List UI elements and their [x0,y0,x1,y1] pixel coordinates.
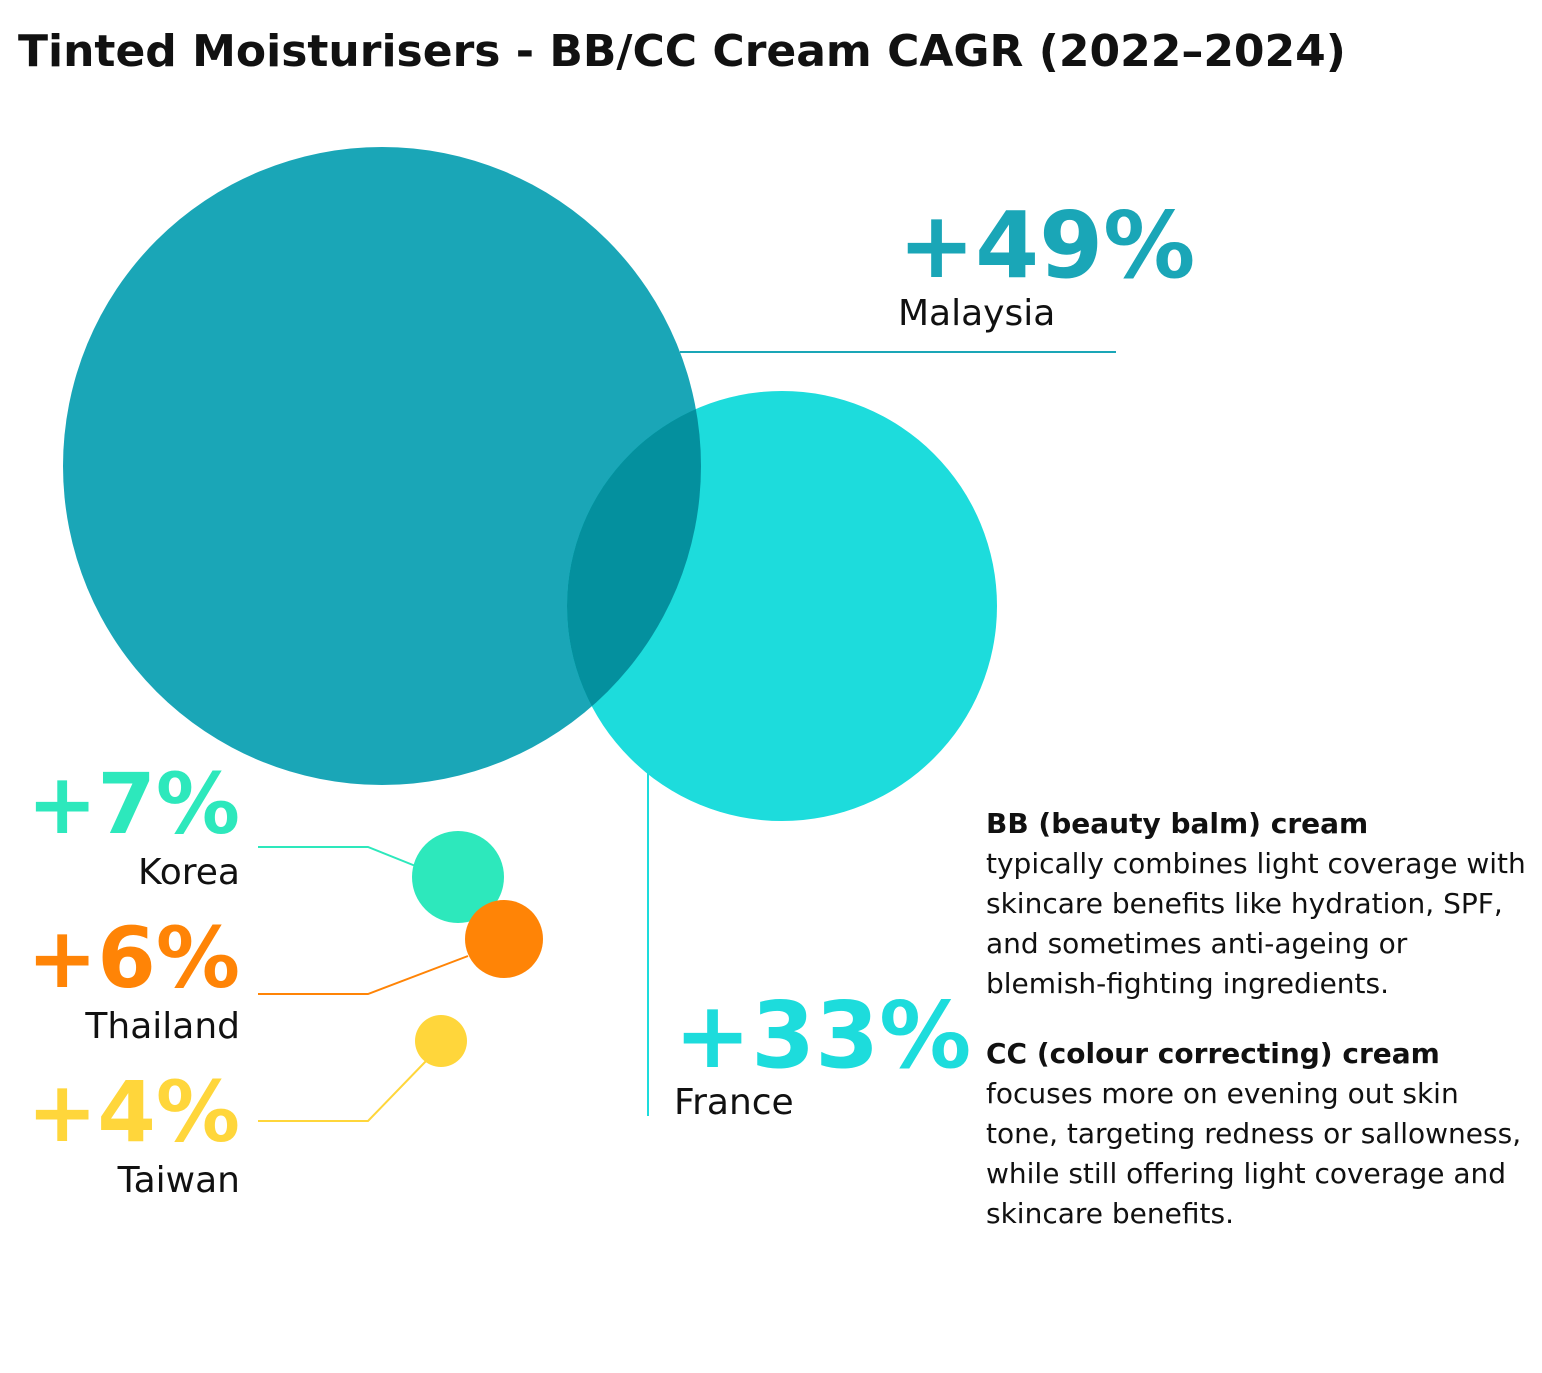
leader-line-taiwan [258,1059,428,1122]
leader-line-thailand [258,955,469,995]
value-label-thailand: +6% [27,909,240,1007]
bubble-malaysia [63,147,701,785]
definitions-panel: BB (beauty balm) cream typically combine… [986,804,1531,1234]
bb-cream-description: typically combines light coverage with s… [986,847,1526,1000]
value-label-taiwan: +4% [27,1063,240,1161]
bubble-korea [412,831,504,923]
country-label-taiwan: Taiwan [117,1160,240,1201]
leader-line-korea [258,846,419,868]
bubble-taiwan [415,1015,467,1067]
country-label-france: France [674,1082,794,1123]
value-label-france: +33% [674,982,972,1089]
bubble-thailand [465,900,543,978]
value-label-malaysia: +49% [898,192,1196,299]
chart-title: Tinted Moisturisers - BB/CC Cream CAGR (… [18,26,1346,77]
country-label-korea: Korea [137,852,240,893]
cc-cream-heading: CC (colour correcting) cream [986,1037,1440,1070]
bb-cream-heading: BB (beauty balm) cream [986,807,1369,840]
country-label-malaysia: Malaysia [898,293,1056,334]
value-label-korea: +7% [27,755,240,853]
country-label-thailand: Thailand [85,1006,240,1047]
cc-cream-description: focuses more on evening out skin tone, t… [986,1077,1522,1230]
